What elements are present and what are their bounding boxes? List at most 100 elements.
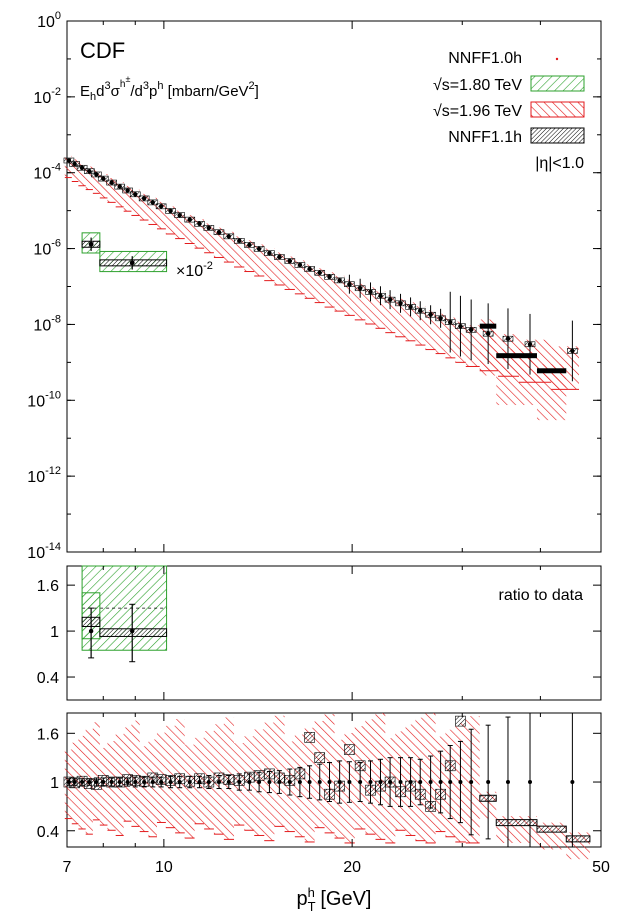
point-196: [158, 204, 164, 209]
point-196: [287, 258, 293, 264]
ratio-point: [438, 780, 443, 785]
band-196-ratio-bin: [139, 746, 149, 832]
band-196-ratio-bin: [148, 739, 157, 837]
mid-y-tick-label: 1: [50, 624, 59, 641]
bot-y-tick-label: 0.4: [37, 824, 59, 841]
nnff11-ratio-box: [304, 732, 315, 743]
ratio-point: [267, 780, 272, 785]
band-196-bin: [334, 275, 345, 312]
point-196: [117, 184, 122, 189]
point-196: [438, 316, 443, 321]
point-196: [79, 165, 85, 170]
ratio-point: [287, 780, 292, 785]
ratio-point: [388, 780, 393, 785]
band-196-bin: [274, 252, 285, 285]
ratio-point: [347, 780, 352, 785]
band-196-bin: [344, 279, 355, 316]
point-196: [448, 319, 453, 325]
band-196-bin: [395, 298, 406, 337]
ratio-point: [307, 780, 312, 785]
band-196-bin: [123, 185, 132, 212]
ratio-label: ratio to data: [499, 587, 584, 604]
band-196-bin: [71, 159, 79, 182]
ratio-point: [247, 780, 252, 785]
point-196: [368, 289, 373, 295]
band-196-bin: [194, 219, 205, 249]
point-196: [256, 246, 262, 252]
mid-y-tick-label: 1.6: [37, 578, 59, 595]
ratio-point: [528, 780, 533, 785]
ratio-point: [87, 780, 92, 785]
point-196: [101, 176, 106, 181]
band-196-bin: [139, 193, 149, 221]
point-196: [87, 168, 92, 174]
legend-label-nnff11: NNFF1.1h: [448, 129, 522, 146]
point-196: [327, 274, 332, 280]
ratio-point: [317, 780, 322, 785]
ratio-point: [130, 628, 135, 634]
ratio-point: [187, 780, 192, 785]
ratio-point: [337, 780, 342, 785]
ratio-point: [469, 780, 474, 785]
nnff11-ratio-wide: [536, 825, 567, 833]
point-196: [226, 234, 231, 239]
ratio-point: [448, 780, 453, 785]
x-tick-label: 7: [63, 859, 72, 876]
point-196: [94, 172, 99, 177]
ratio-point: [159, 780, 164, 785]
ratio-point: [88, 628, 94, 634]
axis-ticks: 100 10-2 10-4 10-6 10-8 10-10 10-12 10-14 1.6 1.6…: [27, 10, 610, 876]
ratio-point: [109, 780, 114, 785]
point-196: [527, 342, 533, 347]
legend: NNFF1.0h √s=1.80 TeV √s=1.96 TeV NNFF1.1…: [433, 50, 585, 172]
point-196: [187, 217, 192, 222]
ratio-point: [358, 780, 363, 785]
band-196-bin: [85, 166, 93, 190]
ratio-point: [505, 780, 510, 785]
y-tick-label: 10-4: [33, 162, 61, 183]
nnff11-wide-bin: [536, 368, 567, 374]
y-tick-label: 10-2: [33, 86, 61, 107]
legend-swatch-196: [530, 101, 585, 118]
point-196: [408, 304, 413, 310]
point-196: [267, 250, 272, 256]
ratio-point: [257, 780, 262, 785]
band-196-bin: [365, 287, 376, 324]
ratio-point: [125, 780, 130, 785]
band-196-ratio-bin: [465, 716, 480, 843]
band-196-bin: [175, 210, 185, 239]
band-196-bin: [64, 155, 72, 178]
ratio-point: [398, 780, 403, 785]
point-196: [150, 200, 155, 205]
ratio-point: [101, 780, 106, 785]
ratio-point: [408, 780, 413, 785]
y-tick-label: 100: [37, 10, 61, 31]
point-196: [177, 212, 182, 218]
point-196: [125, 188, 130, 193]
point-196: [133, 192, 138, 197]
middle-panel-marks: [81, 565, 168, 663]
band-196-ratio-bin: [92, 722, 100, 820]
point-196: [347, 281, 352, 287]
point-196: [206, 225, 212, 231]
nnff11-wide-bin: [496, 353, 537, 359]
point-196: [570, 348, 575, 354]
top-panel-bands: [63, 155, 580, 421]
nnff11-ratio-box: [344, 744, 355, 755]
ratio-point: [94, 780, 99, 785]
legend-marker-nnff10: [555, 57, 559, 61]
point-196: [109, 180, 114, 185]
band-196-bin: [78, 163, 86, 186]
ratio-point: [133, 780, 138, 785]
band-196-bin: [314, 268, 325, 303]
nnff11-ratio-wide: [565, 835, 591, 843]
band-196-bin: [234, 236, 245, 268]
ratio-point: [297, 780, 302, 785]
point-196: [468, 327, 474, 333]
ratio-point: [206, 780, 211, 785]
band-196-bin: [294, 260, 305, 294]
band-196-bin: [354, 283, 366, 320]
point-196: [387, 297, 393, 302]
nnff11-ratio-box: [314, 752, 326, 763]
